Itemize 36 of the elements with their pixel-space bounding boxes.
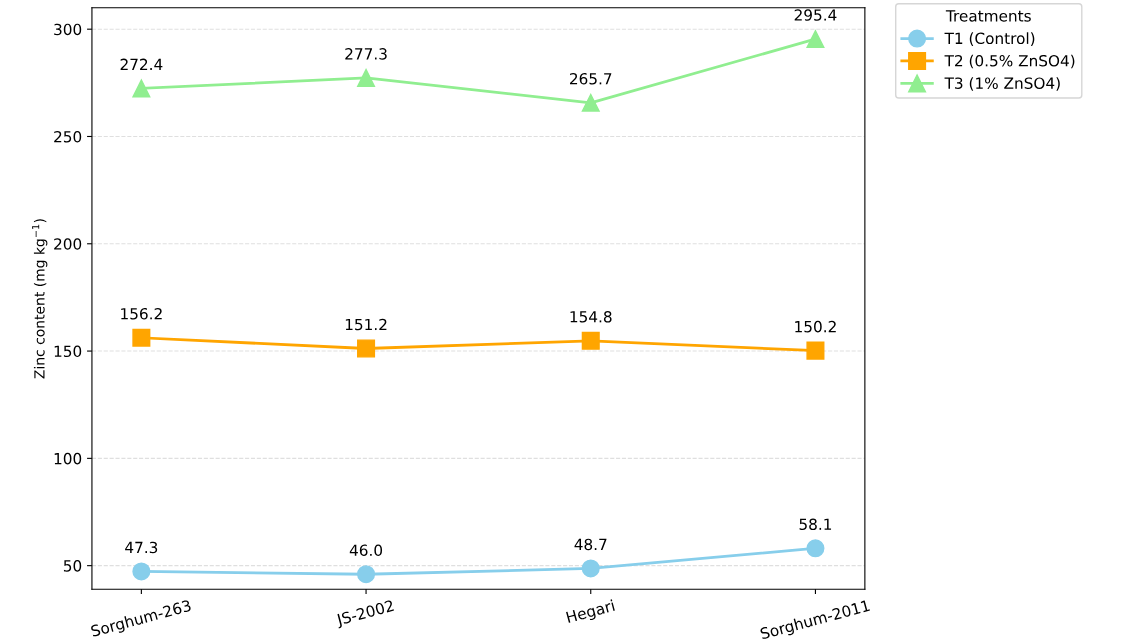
point: [132, 79, 151, 98]
y-tick-label: 300: [54, 23, 82, 36]
data-label: 277.3: [345, 48, 387, 60]
point: [806, 30, 825, 49]
data-label: 47.3: [125, 541, 158, 554]
point: [357, 68, 376, 87]
x-tick-label: Hegari: [565, 599, 616, 626]
point: [581, 93, 600, 112]
data-label: 154.8: [570, 310, 612, 323]
y-tick-label: 200: [54, 238, 82, 250]
legend-label: T1 (Control): [944, 32, 1035, 46]
data-label: 272.4: [120, 58, 163, 70]
point: [581, 559, 600, 578]
y-axis-title: Zinc content (mg kg$^{−1}$): [32, 219, 48, 379]
data-label: 58.1: [799, 518, 832, 531]
point: [132, 328, 151, 347]
data-label: 265.7: [570, 73, 612, 85]
legend-label: T2 (0.5% ZnSO4): [944, 54, 1075, 69]
point: [806, 341, 825, 360]
data-label: 295.4: [794, 9, 837, 21]
data-label: 46.0: [349, 544, 383, 556]
legend-title: Treatments: [945, 10, 1031, 22]
data-label: 156.2: [121, 307, 162, 320]
data-label: 48.7: [574, 538, 607, 551]
point: [806, 539, 825, 558]
legend-label: T3 (1% ZnSO4): [944, 77, 1060, 91]
data-label: 150.2: [795, 320, 836, 333]
y-tick-label: 250: [54, 130, 82, 143]
point: [581, 331, 600, 350]
y-tick-label: 50: [63, 560, 82, 572]
data-label: 151.2: [345, 318, 387, 331]
point: [357, 565, 376, 584]
point: [357, 339, 376, 358]
y-tick-label: 150: [54, 345, 82, 358]
point: [132, 562, 151, 581]
y-tick-label: 100: [54, 452, 82, 465]
